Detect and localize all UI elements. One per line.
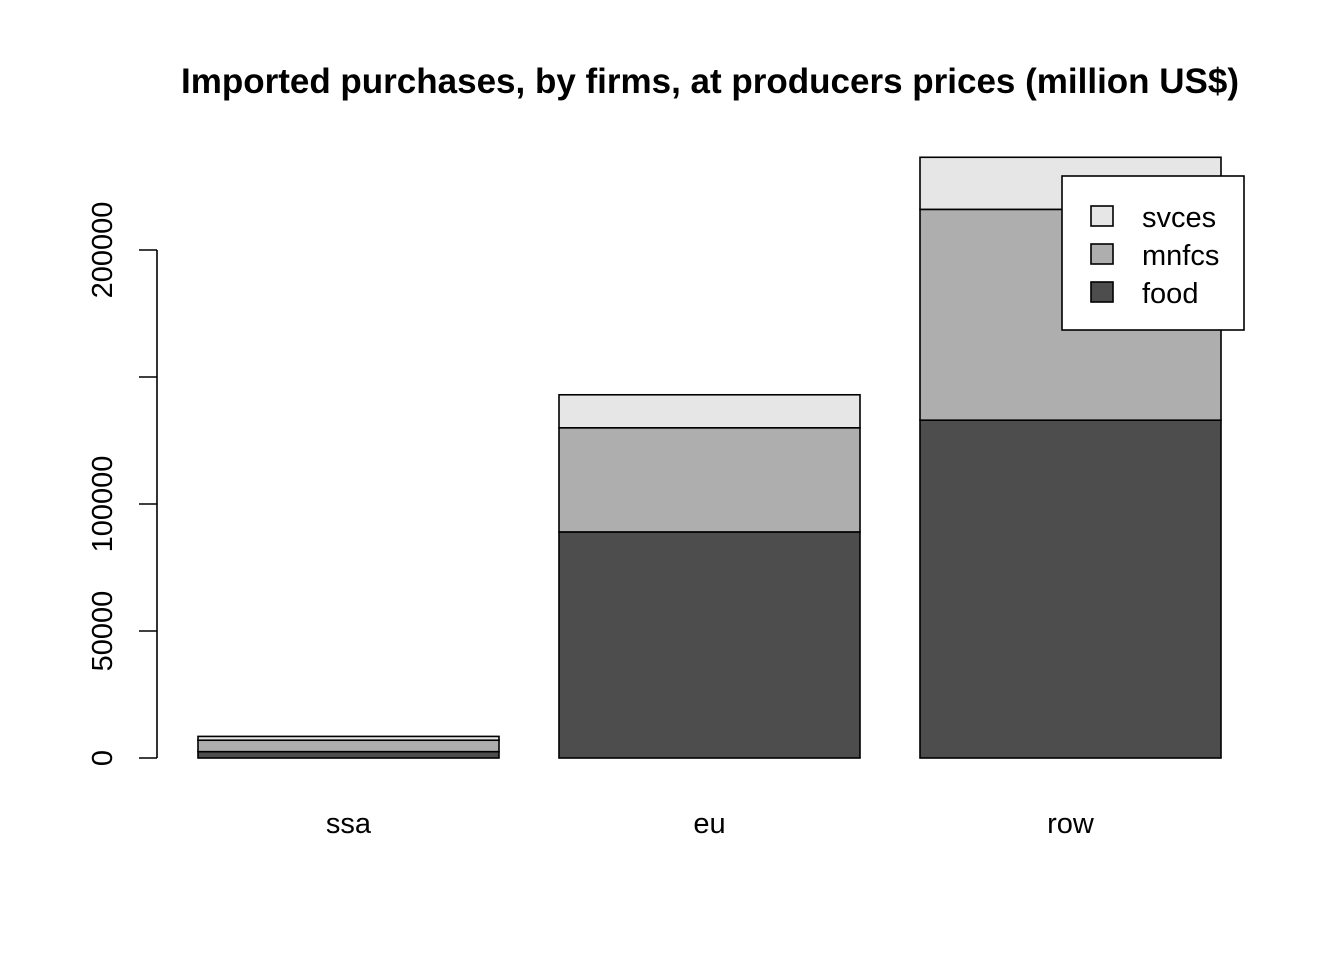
- legend-key-mnfcs: [1090, 243, 1114, 265]
- x-tick-label: eu: [693, 808, 725, 840]
- x-axis-labels: ssa eu row: [326, 808, 1095, 840]
- legend-label-food: food: [1142, 278, 1198, 310]
- y-tick-label: 50000: [87, 591, 119, 672]
- y-tick-label: 0: [87, 750, 119, 766]
- bar-row-food: [919, 419, 1222, 759]
- bar-ssa-svces: [197, 735, 500, 742]
- x-tick-label: ssa: [326, 808, 372, 840]
- legend-key-food: [1090, 281, 1114, 303]
- legend-label-mnfcs: mnfcs: [1142, 240, 1219, 272]
- y-axis: 0 50000 100000 200000: [87, 202, 158, 766]
- legend-key-svces: [1090, 205, 1114, 227]
- bar-ssa-food: [197, 750, 500, 759]
- y-tick-label: 100000: [87, 456, 119, 553]
- bar-stack-ssa: [197, 735, 500, 759]
- legend-label-svces: svces: [1142, 202, 1216, 234]
- bar-stack-eu: [558, 393, 861, 759]
- x-tick-label: row: [1047, 808, 1095, 840]
- bar-eu-svces: [558, 393, 861, 429]
- y-tick-label: 200000: [87, 202, 119, 299]
- bar-ssa-mnfcs: [197, 739, 500, 753]
- bar-eu-food: [558, 531, 861, 759]
- legend: svces mnfcs food: [1061, 175, 1245, 331]
- chart-title: Imported purchases, by firms, at produce…: [181, 62, 1239, 101]
- bar-eu-mnfcs: [558, 426, 861, 533]
